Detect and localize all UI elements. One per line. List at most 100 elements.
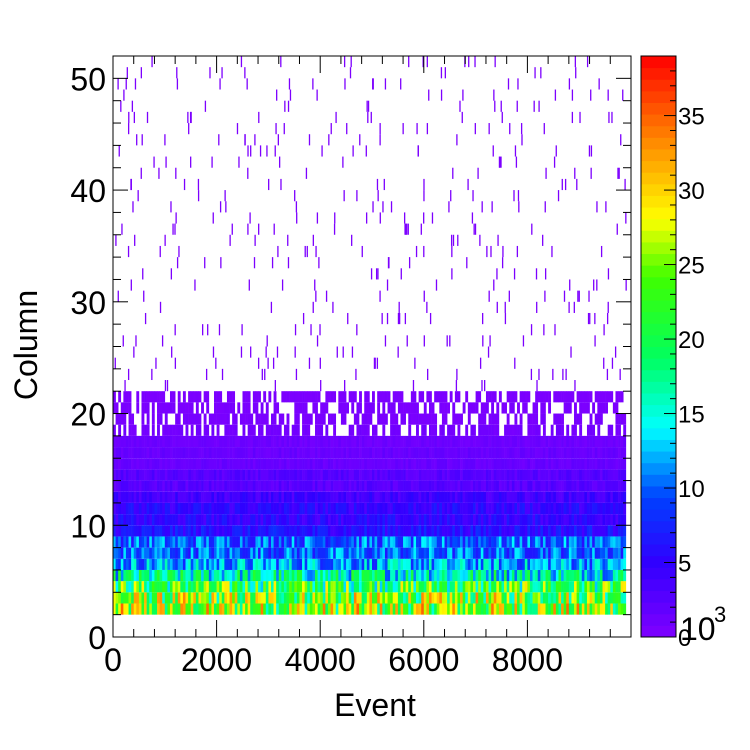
- heatmap-cell: [353, 391, 357, 403]
- heatmap-cell: [612, 491, 616, 503]
- heatmap-cell: [532, 525, 536, 537]
- heatmap-cell: [136, 458, 140, 470]
- heatmap-cell: [518, 201, 520, 213]
- heatmap-cell: [597, 413, 601, 425]
- heatmap-cell: [452, 413, 456, 425]
- heatmap-cell: [309, 603, 313, 615]
- heatmap-cell: [460, 413, 463, 425]
- heatmap-cell: [322, 525, 326, 537]
- heatmap-cell: [226, 458, 230, 470]
- heatmap-cell: [320, 536, 324, 548]
- heatmap-cell: [346, 469, 349, 481]
- color-scale-band: [641, 334, 676, 347]
- heatmap-cell: [159, 435, 163, 448]
- heatmap-cell: [219, 78, 221, 90]
- heatmap-cell: [172, 491, 176, 503]
- heatmap-cell: [203, 514, 207, 526]
- heatmap-cell: [180, 458, 184, 470]
- heatmap-cell: [431, 212, 434, 224]
- heatmap-cell: [403, 458, 406, 470]
- heatmap-cell: [545, 536, 549, 548]
- heatmap-cell: [584, 391, 588, 403]
- heatmap-cell: [164, 480, 168, 492]
- heatmap-cell: [149, 391, 153, 403]
- heatmap-cell: [369, 491, 373, 503]
- heatmap-cell: [379, 592, 383, 604]
- heatmap-cell: [330, 514, 334, 526]
- heatmap-cell: [201, 581, 204, 593]
- heatmap-cell: [291, 558, 295, 570]
- heatmap-cell: [325, 536, 329, 548]
- heatmap-cell: [447, 447, 450, 459]
- color-scale-band: [641, 404, 676, 417]
- heatmap-cell: [266, 145, 268, 157]
- heatmap-cell: [602, 514, 606, 526]
- heatmap-cell: [594, 525, 598, 537]
- heatmap-cell: [338, 402, 342, 414]
- heatmap-cell: [325, 469, 329, 481]
- heatmap-cell: [465, 491, 469, 503]
- heatmap-cell: [511, 558, 515, 570]
- heatmap-cell: [493, 413, 497, 425]
- heatmap-cell: [447, 547, 450, 559]
- heatmap-cell: [159, 447, 163, 459]
- heatmap-cell: [418, 435, 422, 448]
- heatmap-cell: [338, 569, 342, 582]
- heatmap-cell: [498, 536, 502, 548]
- heatmap-cell: [517, 491, 520, 503]
- heatmap-cell: [361, 491, 365, 503]
- heatmap-cell: [115, 447, 119, 459]
- heatmap-cell: [188, 413, 191, 425]
- heatmap-cell: [356, 413, 360, 425]
- heatmap-cell: [330, 458, 334, 470]
- heatmap-cell: [618, 491, 621, 503]
- heatmap-cell: [128, 447, 132, 459]
- heatmap-cell: [537, 558, 541, 570]
- heatmap-cell: [128, 111, 130, 124]
- heatmap-cell: [182, 402, 186, 414]
- heatmap-cell: [606, 368, 609, 381]
- heatmap-cell: [195, 447, 199, 459]
- heatmap-cell: [302, 603, 305, 615]
- heatmap-cell: [188, 603, 191, 615]
- heatmap-cell: [136, 134, 138, 146]
- heatmap-cell: [340, 435, 344, 448]
- heatmap-cell: [599, 525, 603, 537]
- heatmap-cell: [413, 536, 417, 548]
- heatmap-cell: [214, 413, 217, 425]
- heatmap-cell: [309, 569, 313, 582]
- heatmap-cell: [392, 603, 396, 615]
- heatmap-cell: [563, 458, 567, 470]
- heatmap-cell: [379, 525, 383, 537]
- heatmap-cell: [439, 569, 443, 582]
- heatmap-cell: [501, 547, 505, 559]
- heatmap-cell: [245, 536, 248, 548]
- heatmap-cell: [491, 469, 495, 481]
- heatmap-cell: [384, 335, 387, 347]
- heatmap-cell: [471, 212, 474, 224]
- heatmap-cell: [426, 536, 430, 548]
- heatmap-cell: [535, 558, 539, 570]
- heatmap-cell: [283, 603, 287, 615]
- heatmap-cell: [265, 603, 269, 615]
- heatmap-cell: [182, 536, 186, 548]
- heatmap-cell: [146, 547, 150, 559]
- heatmap-cell: [255, 413, 259, 425]
- heatmap-cell: [553, 480, 557, 492]
- heatmap-cell: [605, 502, 608, 515]
- heatmap-cell: [441, 480, 445, 492]
- heatmap-cell: [299, 491, 303, 503]
- heatmap-cell: [283, 592, 287, 604]
- heatmap-cell: [216, 424, 220, 436]
- heatmap-cell: [133, 502, 137, 515]
- heatmap-cell: [392, 592, 396, 604]
- heatmap-cell: [457, 514, 461, 526]
- heatmap-cell: [605, 569, 608, 582]
- heatmap-cell: [252, 592, 256, 604]
- heatmap-cell: [247, 447, 251, 459]
- heatmap-cell: [193, 592, 197, 604]
- heatmap-cell: [504, 491, 507, 503]
- heatmap-cell: [162, 502, 166, 515]
- heatmap-cell: [555, 569, 559, 582]
- heatmap-cell: [353, 558, 357, 570]
